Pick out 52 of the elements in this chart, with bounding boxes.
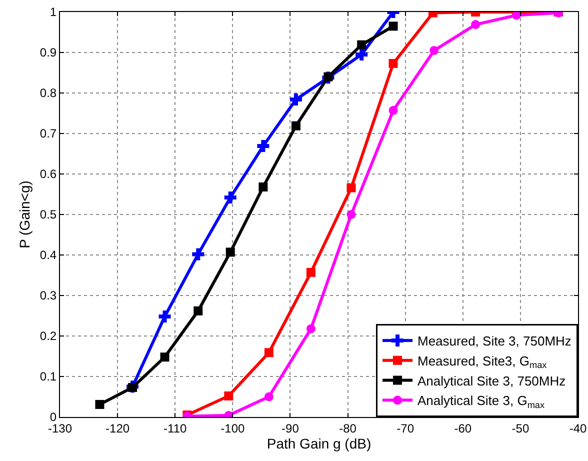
x-tick-label: -50 [512, 421, 530, 436]
point [306, 324, 316, 334]
x-tick-label: -80 [339, 421, 357, 436]
x-axis-title: Path Gain g (dB) [266, 436, 372, 452]
point [357, 40, 366, 50]
y-tick-label: 1 [50, 5, 57, 20]
point [158, 310, 171, 323]
y-tick-label: 0.8 [40, 86, 57, 100]
x-tick-label: -70 [396, 421, 414, 436]
point [290, 93, 302, 106]
y-tick-label: 0.9 [40, 46, 57, 60]
legend-label: Analytical Site 3, 750MHz [418, 373, 566, 388]
point [160, 352, 170, 362]
point [324, 72, 333, 82]
point [388, 106, 398, 115]
x-tick-label: -100 [220, 421, 245, 436]
point [224, 391, 234, 400]
x-tick-label: -110 [164, 421, 187, 436]
point [192, 248, 204, 260]
y-tick-label: 0.1 [40, 370, 57, 384]
point [306, 268, 316, 277]
point [226, 248, 235, 257]
y-tick-label: 0.7 [40, 126, 57, 141]
point [430, 46, 439, 55]
point [346, 210, 356, 219]
point [356, 48, 368, 61]
legend-label: Analytical Site 3, G$_{max}$ [418, 393, 545, 410]
y-tick-label: 0.6 [40, 167, 57, 182]
point [258, 182, 268, 192]
y-tick-label: 0.5 [40, 208, 57, 222]
point [388, 58, 398, 68]
y-axis-title: P (Gain<g) [16, 180, 33, 248]
y-tick-label: 0.3 [40, 288, 57, 303]
point [512, 12, 521, 20]
y-tick-label: 0.2 [40, 329, 57, 344]
point [291, 121, 300, 130]
x-tick-label: -90 [282, 421, 300, 436]
point [95, 400, 104, 409]
point [194, 306, 203, 316]
point [264, 348, 274, 358]
point [224, 191, 236, 204]
legend-label: Measured, Site 3, 750MHz [418, 334, 572, 349]
point [388, 22, 398, 31]
point [257, 140, 270, 152]
point [264, 392, 274, 402]
legend-label: Measured, Site3, G$_{max}$ [418, 353, 548, 370]
x-tick-label: -40 [569, 421, 587, 436]
y-tick-label: 0.4 [40, 248, 57, 262]
point [471, 20, 480, 30]
x-tick-label: -60 [454, 421, 472, 436]
point [346, 183, 356, 192]
x-tick-label: -120 [106, 421, 130, 436]
